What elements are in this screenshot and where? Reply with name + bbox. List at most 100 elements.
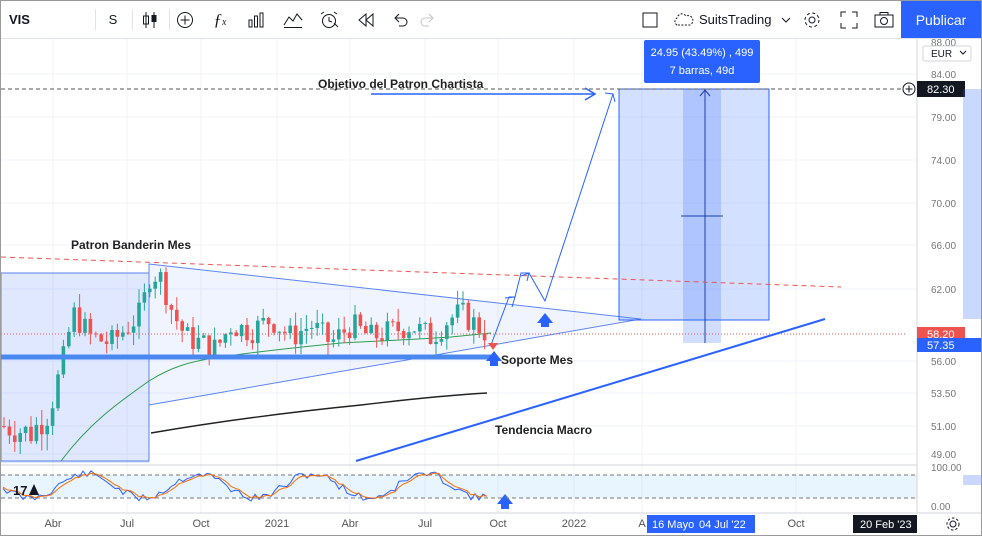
candles-type-button[interactable] <box>135 1 165 38</box>
candle[interactable] <box>477 317 481 334</box>
range-box-left[interactable] <box>1 272 150 462</box>
candle[interactable] <box>99 334 103 342</box>
candle[interactable] <box>423 322 427 324</box>
candle[interactable] <box>369 324 373 334</box>
candle[interactable] <box>56 374 60 409</box>
stochastic-k-line[interactable] <box>2 470 488 502</box>
candle[interactable] <box>418 323 422 332</box>
candle[interactable] <box>131 326 136 333</box>
candle[interactable] <box>245 324 249 341</box>
candle[interactable] <box>380 338 384 341</box>
undo-button[interactable] <box>387 1 413 38</box>
up-arrow-icon[interactable] <box>537 313 553 327</box>
candle[interactable] <box>88 318 93 334</box>
chart-settings-icon[interactable] <box>946 517 960 531</box>
candle[interactable] <box>358 314 363 326</box>
moving-average-green[interactable] <box>60 332 492 462</box>
candle[interactable] <box>153 281 157 289</box>
candle[interactable] <box>148 288 152 293</box>
candle[interactable] <box>482 333 487 341</box>
alert-button[interactable] <box>313 1 345 38</box>
candle[interactable] <box>126 332 130 334</box>
candle[interactable] <box>229 332 233 335</box>
candle[interactable] <box>353 314 357 339</box>
candle[interactable] <box>67 331 71 347</box>
candle[interactable] <box>434 341 438 345</box>
financials-button[interactable] <box>241 1 271 38</box>
candle[interactable] <box>466 302 471 330</box>
templates-button[interactable] <box>278 1 308 38</box>
candle[interactable] <box>7 426 12 436</box>
candle[interactable] <box>288 325 292 334</box>
annotation-objetivo[interactable]: Objetivo del Patron Chartista <box>318 77 484 91</box>
candle[interactable] <box>239 324 244 337</box>
candle[interactable] <box>364 325 368 334</box>
candle[interactable] <box>407 332 411 339</box>
candle[interactable] <box>207 335 211 358</box>
candle[interactable] <box>299 331 303 345</box>
compare-button[interactable] <box>171 1 199 38</box>
candle[interactable] <box>110 329 114 344</box>
candle[interactable] <box>385 321 390 341</box>
candle[interactable] <box>337 329 341 340</box>
candle[interactable] <box>326 322 330 342</box>
redo-button[interactable] <box>415 1 441 38</box>
candle[interactable] <box>185 327 190 331</box>
candle[interactable] <box>180 321 184 331</box>
candle[interactable] <box>450 317 454 326</box>
fullscreen-button[interactable] <box>835 1 863 38</box>
candle[interactable] <box>234 332 238 337</box>
candle[interactable] <box>342 329 346 333</box>
candle[interactable] <box>175 309 179 322</box>
candle[interactable] <box>104 341 109 344</box>
snapshot-button[interactable] <box>870 1 898 38</box>
candle[interactable] <box>45 425 49 435</box>
layout-name-dropdown[interactable]: SuitsTrading <box>671 1 795 38</box>
moving-average-black[interactable] <box>150 392 488 434</box>
candle[interactable] <box>202 335 206 338</box>
candle[interactable] <box>77 307 82 333</box>
candle[interactable] <box>277 331 282 333</box>
candle[interactable] <box>218 339 222 343</box>
candle[interactable] <box>13 435 17 442</box>
candle[interactable] <box>320 322 325 324</box>
candle[interactable] <box>196 337 201 349</box>
candle[interactable] <box>283 331 287 334</box>
candle[interactable] <box>412 331 417 333</box>
candle[interactable] <box>445 325 449 340</box>
publish-button[interactable]: Publicar <box>901 1 981 38</box>
candle[interactable] <box>256 320 260 344</box>
candle[interactable] <box>315 322 319 328</box>
candle[interactable] <box>266 317 271 325</box>
candle[interactable] <box>461 302 465 305</box>
candle[interactable] <box>29 426 33 442</box>
candle[interactable] <box>169 305 174 310</box>
candle[interactable] <box>304 328 309 332</box>
projection-path[interactable] <box>490 93 614 346</box>
candle-series[interactable] <box>2 267 487 454</box>
candle[interactable] <box>115 329 120 337</box>
annotation-tendencia[interactable]: Tendencia Macro <box>495 423 592 437</box>
candle[interactable] <box>18 433 22 442</box>
candle[interactable] <box>142 292 147 303</box>
currency-button[interactable] <box>922 45 972 62</box>
candle[interactable] <box>250 340 255 344</box>
candle[interactable] <box>158 272 163 282</box>
annotation-soporte[interactable]: Soporte Mes <box>501 353 573 367</box>
up-arrow-icon[interactable] <box>497 494 513 509</box>
candle[interactable] <box>293 325 298 345</box>
candle[interactable] <box>212 339 217 358</box>
candle[interactable] <box>23 426 28 434</box>
candle[interactable] <box>331 339 336 342</box>
candle[interactable] <box>72 307 76 332</box>
candle[interactable] <box>396 321 400 332</box>
annotation-banderin[interactable]: Patron Banderin Mes <box>71 238 191 252</box>
candle[interactable] <box>310 327 314 329</box>
candle[interactable] <box>164 272 168 306</box>
candle[interactable] <box>391 321 395 323</box>
settings-button[interactable] <box>798 1 826 38</box>
indicators-button[interactable]: ƒx <box>205 1 235 38</box>
candle[interactable] <box>439 339 444 342</box>
macro-trend-line[interactable] <box>355 318 826 462</box>
candle[interactable] <box>40 424 44 435</box>
